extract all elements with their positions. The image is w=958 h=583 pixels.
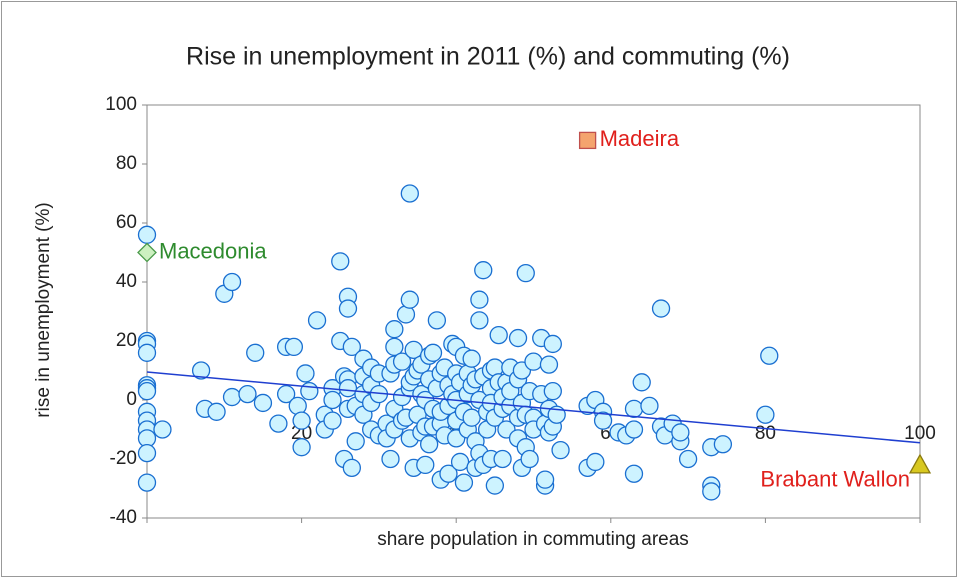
marker — [419, 435, 439, 454]
marker — [493, 449, 512, 469]
x-tick-label: 80 — [755, 423, 776, 444]
marker — [400, 290, 419, 309]
marker — [760, 346, 779, 365]
marker — [474, 261, 493, 280]
marker — [400, 184, 419, 203]
marker — [137, 381, 157, 401]
marker — [508, 328, 528, 348]
y-tick-label: 80 — [116, 153, 137, 174]
x-tick-label: 20 — [291, 423, 312, 444]
marker — [137, 225, 157, 244]
marker — [191, 361, 211, 380]
marker — [470, 290, 489, 309]
marker — [423, 343, 443, 362]
marker — [651, 299, 671, 318]
marker — [450, 452, 470, 472]
marker — [338, 299, 358, 318]
marker — [624, 420, 644, 439]
marker — [485, 476, 505, 495]
marker — [284, 337, 304, 357]
marker — [137, 343, 157, 362]
marker — [535, 470, 555, 489]
plot-frame — [146, 104, 921, 519]
marker — [551, 440, 570, 460]
marker — [292, 438, 311, 457]
y-tick-label: 40 — [116, 271, 137, 292]
marker — [222, 272, 242, 292]
point-label: Brabant Wallon — [760, 467, 910, 492]
marker — [640, 396, 659, 416]
marker — [292, 411, 311, 430]
y-tick-label: -40 — [110, 507, 137, 528]
marker — [269, 414, 288, 433]
marker — [323, 411, 342, 430]
y-tick-label: 60 — [116, 212, 137, 233]
marker — [253, 393, 273, 413]
marker — [300, 381, 319, 401]
marker — [385, 320, 404, 339]
marker — [539, 355, 559, 374]
marker — [207, 402, 226, 421]
marker — [454, 473, 474, 492]
y-tick-label: -20 — [110, 448, 137, 469]
marker — [342, 458, 361, 478]
point-label: Macedonia — [159, 238, 267, 263]
marker — [246, 343, 265, 362]
marker — [702, 482, 721, 501]
marker — [392, 352, 412, 371]
marker — [342, 337, 361, 357]
marker — [671, 423, 690, 442]
marker — [593, 411, 613, 430]
marker — [439, 464, 458, 483]
marker — [756, 405, 775, 424]
trendline — [146, 371, 921, 444]
marker — [543, 334, 562, 354]
marker — [516, 263, 535, 283]
marker — [238, 384, 257, 404]
marker — [624, 464, 644, 483]
marker — [137, 443, 157, 463]
marker — [586, 452, 605, 472]
marker — [137, 242, 157, 263]
marker — [137, 473, 157, 492]
marker — [427, 311, 447, 330]
marker — [276, 384, 296, 404]
x-axis-title: share population in commuting areas — [377, 529, 689, 550]
marker — [222, 387, 242, 407]
marker — [323, 390, 342, 410]
marker — [543, 381, 562, 401]
y-tick-label: 0 — [126, 389, 137, 410]
marker — [470, 311, 489, 330]
y-tick-label: 20 — [116, 330, 137, 351]
x-tick-label: 100 — [904, 423, 936, 444]
point-label: Madeira — [600, 126, 680, 151]
marker — [489, 325, 508, 345]
marker — [307, 311, 327, 330]
marker — [153, 420, 172, 439]
marker — [908, 453, 932, 474]
marker — [381, 449, 400, 469]
marker — [462, 408, 481, 427]
marker — [713, 435, 733, 454]
y-tick-label: 100 — [105, 94, 137, 115]
marker — [331, 252, 350, 271]
marker — [385, 337, 404, 357]
marker — [678, 449, 698, 469]
marker — [632, 373, 651, 392]
chart-title: Rise in unemployment in 2011 (%) and com… — [186, 43, 790, 71]
marker — [624, 399, 644, 419]
marker — [338, 379, 358, 398]
marker — [462, 349, 481, 368]
marker — [578, 131, 597, 150]
marker — [346, 432, 365, 451]
marker — [416, 455, 435, 475]
marker — [296, 364, 315, 383]
marker — [520, 449, 539, 469]
marker — [524, 352, 543, 371]
y-axis-title: rise in unemployment (%) — [33, 202, 54, 417]
